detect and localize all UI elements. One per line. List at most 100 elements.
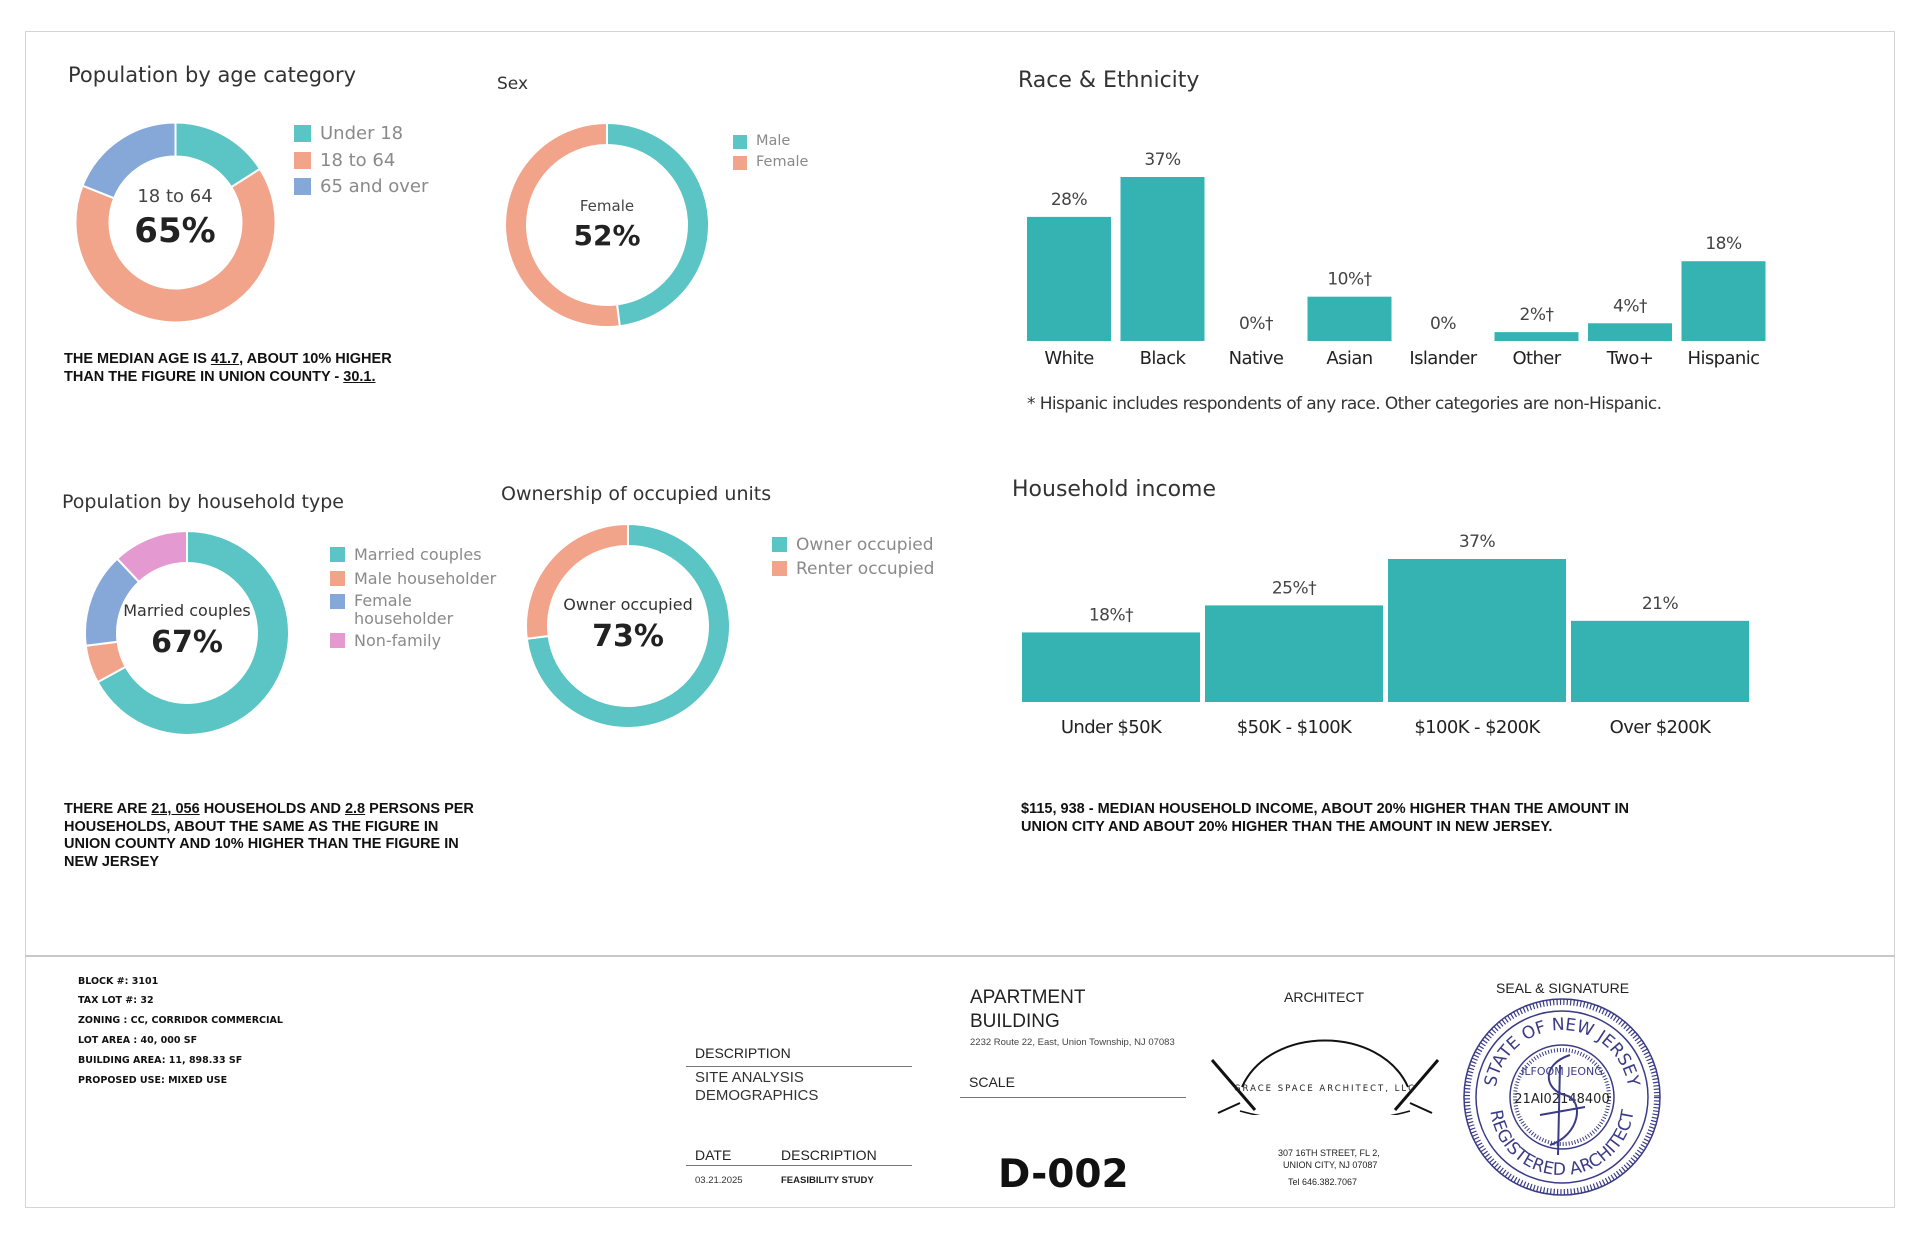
- sheet-number: D-002: [998, 1152, 1129, 1197]
- race-footnote: * Hispanic includes respondents of any r…: [1027, 394, 1662, 414]
- race-category-label: Native: [1229, 348, 1284, 369]
- household-legend-swatch: [330, 594, 345, 609]
- household-donut: [84, 529, 290, 736]
- sex-legend-female: Female: [733, 154, 808, 170]
- site-info-zoning: ZONING : CC, CORRIDOR COMMERCIAL: [78, 1015, 283, 1026]
- sex-center-value: 52%: [573, 219, 641, 252]
- architect-tel: Tel 646.382.7067: [1288, 1177, 1358, 1187]
- ownership-center-label: Owner occupied: [563, 595, 693, 614]
- sex-center: Female 52%: [537, 197, 677, 252]
- description-line-1: SITE ANALYSIS: [695, 1069, 804, 1086]
- race-data-label: 18%: [1705, 234, 1742, 254]
- income-data-label: 21%: [1642, 594, 1679, 614]
- income-category-label: $100K - $200K: [1414, 717, 1541, 738]
- site-info-proposed-use: PROPOSED USE: MIXED USE: [78, 1075, 228, 1086]
- income-data-label: 37%: [1459, 532, 1496, 552]
- age-center-value: 65%: [134, 211, 216, 251]
- household-legend-married-couples: Married couples: [330, 545, 482, 564]
- age-legend-swatch: [294, 125, 311, 142]
- svg-text:REGISTERED ARCHITECT: REGISTERED ARCHITECT: [1485, 1108, 1638, 1180]
- race-data-label: 4%†: [1613, 296, 1648, 316]
- site-info-building-area: BUILDING AREA: 11, 898.33 SF: [78, 1055, 243, 1066]
- household-chart-title: Population by household type: [62, 491, 344, 513]
- site-info: BLOCK #: 3101 TAX LOT #: 32 ZONING : CC,…: [78, 976, 283, 1095]
- household-legend-male-householder: Male householder: [330, 569, 496, 588]
- sex-legend-label: Male: [756, 133, 791, 149]
- age-center: 18 to 64 65%: [95, 186, 255, 251]
- household-legend-swatch: [330, 633, 345, 648]
- household-legend-label: Married couples: [354, 545, 482, 564]
- households-note: THERE ARE 21, 056 HOUSEHOLDS AND 2.8 PER…: [64, 801, 474, 870]
- ownership-legend-label: Renter occupied: [796, 559, 935, 579]
- site-info-lot-area: LOT AREA : 40, 000 SF: [78, 1035, 198, 1046]
- income-category-label: Under $50K: [1061, 717, 1163, 738]
- date-value: 03.21.2025: [695, 1175, 743, 1186]
- architect-logo: GRACE SPACE ARCHITECT, LLC: [1210, 1039, 1440, 1115]
- race-data-label: 0%: [1430, 314, 1456, 334]
- sex-legend-label: Female: [756, 154, 809, 170]
- race-data-label: 28%: [1051, 190, 1088, 210]
- household-legend-label: Non-family: [354, 631, 442, 650]
- site-info-tax-lot: TAX LOT #: 32: [78, 995, 154, 1006]
- description-line-2: DEMOGRAPHICS: [695, 1087, 819, 1104]
- household-legend-female-householder: Female householder: [330, 592, 453, 628]
- age-legend-65-and-over: 65 and over: [294, 176, 428, 197]
- age-legend-swatch: [294, 178, 311, 195]
- description-rule: [686, 1066, 912, 1067]
- age-chart-title: Population by age category: [68, 63, 357, 87]
- project-title-1: APARTMENT: [970, 987, 1086, 1008]
- ownership-center-value: 73%: [592, 619, 664, 654]
- race-bar-chart: 28% White 37% Black 0%† Native 10%† Asian 0% Isla…: [1027, 150, 1766, 369]
- median-age-note: THE MEDIAN AGE IS 41.7, ABOUT 10% HIGHER…: [64, 351, 392, 385]
- ownership-legend-swatch: [772, 537, 787, 552]
- ownership-donut: [525, 522, 731, 729]
- sex-legend-male: Male: [733, 133, 790, 149]
- age-legend-swatch: [294, 152, 311, 169]
- age-legend-18-to-64: 18 to 64: [294, 150, 395, 171]
- site-info-block: BLOCK #: 3101: [78, 976, 159, 987]
- age-legend-under-18: Under 18: [294, 123, 403, 144]
- architect-label: ARCHITECT: [1284, 989, 1365, 1005]
- ownership-legend-label: Owner occupied: [796, 535, 934, 555]
- race-bar-black: [1120, 177, 1205, 341]
- sex-chart-title: Sex: [497, 74, 529, 94]
- household-center-label: Married couples: [123, 601, 251, 620]
- income-bar-chart: 18%† Under $50K 25%† $50K - $100K 37% $100K -…: [1022, 532, 1749, 738]
- income-bar-100k-200k: [1388, 559, 1566, 702]
- income-note: $115, 938 - MEDIAN HOUSEHOLD INCOME, ABO…: [1021, 801, 1630, 835]
- income-category-label: Over $200K: [1610, 717, 1712, 738]
- race-chart-title: Race & Ethnicity: [1018, 68, 1200, 93]
- race-category-label: Other: [1512, 348, 1561, 369]
- race-category-label: White: [1044, 348, 1094, 369]
- date-description-value: FEASIBILITY STUDY: [781, 1175, 874, 1186]
- age-legend-label: 18 to 64: [320, 150, 396, 171]
- architect-name: GRACE SPACE ARCHITECT, LLC: [1234, 1084, 1416, 1094]
- architect-seal: STATE OF NEW JERSEY REGISTERED ARCHITECT…: [1463, 998, 1661, 1196]
- sex-legend-swatch: [733, 156, 747, 170]
- income-data-label: 18%†: [1089, 605, 1134, 625]
- household-center: Married couples 67%: [112, 601, 262, 660]
- race-data-label: 2%†: [1520, 305, 1555, 325]
- race-category-label: Hispanic: [1688, 348, 1760, 369]
- race-data-label: 0%†: [1239, 314, 1274, 334]
- income-data-label: 25%†: [1272, 578, 1317, 598]
- sex-center-label: Female: [579, 197, 635, 215]
- household-legend-label: Male householder: [354, 569, 497, 588]
- household-legend-label: Female householder: [354, 591, 454, 628]
- seal-label: SEAL & SIGNATURE: [1496, 980, 1630, 996]
- ownership-legend-swatch: [772, 561, 787, 576]
- race-bar-hispanic: [1681, 261, 1766, 341]
- income-bar-50k-100k: [1205, 605, 1383, 702]
- architect-address-2: UNION CITY, NJ 07087: [1283, 1160, 1378, 1170]
- project-address: 2232 Route 22, East, Union Township, NJ …: [970, 1037, 1175, 1048]
- household-slice-married-couples: [96, 529, 290, 736]
- project-title-2: BUILDING: [970, 1011, 1060, 1032]
- age-slice-18-to-64: [74, 167, 277, 324]
- seal-name: ILFOOM JEONG: [1521, 1065, 1603, 1078]
- income-chart-title: Household income: [1012, 477, 1216, 502]
- race-bar-two: [1588, 323, 1672, 341]
- age-legend-label: Under 18: [320, 123, 404, 144]
- race-category-label: Asian: [1326, 348, 1372, 369]
- date-header: DATE: [695, 1147, 732, 1163]
- ownership-legend-renter-occupied: Renter occupied: [772, 559, 934, 579]
